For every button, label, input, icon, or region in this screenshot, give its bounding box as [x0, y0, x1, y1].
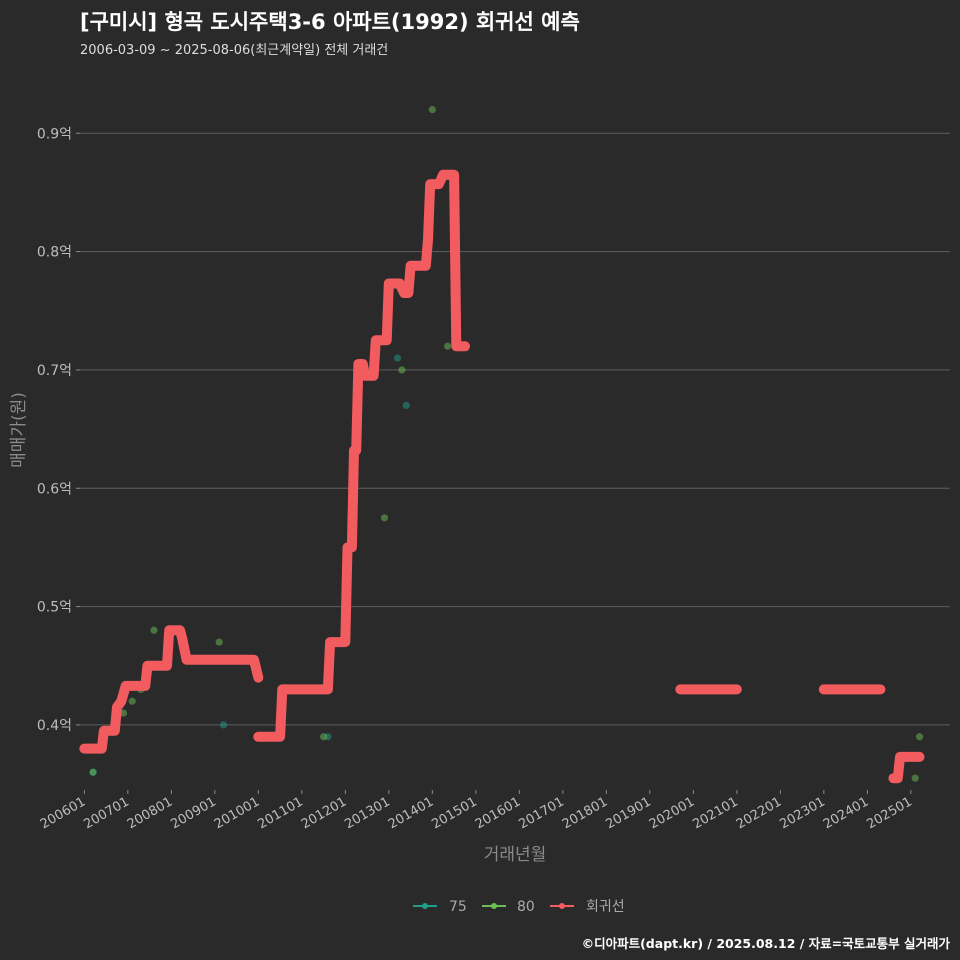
data-point-80 [320, 733, 328, 741]
regression-segment [888, 751, 925, 784]
data-point-80 [443, 342, 452, 350]
x-tick-label: 202301 [777, 794, 827, 832]
data-point-80 [380, 514, 389, 522]
y-axis-title: 매매가(원) [9, 392, 29, 468]
x-tick-label: 202101 [690, 794, 740, 832]
data-point-80 [428, 105, 436, 114]
data-point-80 [911, 774, 919, 782]
chart-subtitle: 2006-03-09 ~ 2025-08-06(최근계약일) 전체 거래건 [80, 43, 388, 58]
x-tick-label: 200801 [125, 794, 175, 832]
legend-label: 회귀선 [586, 899, 625, 915]
x-tick-label: 201201 [299, 794, 349, 832]
x-tick-label: 200601 [38, 794, 88, 832]
legend: 75 80 회귀선 [413, 899, 625, 915]
regression-segment [253, 169, 470, 742]
x-tick-label: 200901 [168, 794, 218, 832]
x-tick-label: 201101 [255, 794, 305, 832]
data-point-75 [219, 721, 228, 729]
x-tick-label: 201801 [560, 794, 610, 832]
data-point-80 [89, 768, 97, 776]
y-tick-label: 0.7억 [37, 363, 72, 379]
data-point-80 [215, 638, 223, 646]
x-tick-label: 201401 [386, 794, 436, 832]
data-point-80 [119, 709, 128, 717]
y-tick-label: 0.5억 [37, 600, 72, 616]
legend-key-marker [422, 903, 428, 909]
data-point-80 [150, 626, 158, 634]
x-tick-label: 200701 [81, 794, 131, 832]
legend-key-marker [559, 903, 565, 909]
y-axis-ticks: 0.4억 0.5억 0.6억 0.7억 0.8억 0.9억 [37, 126, 80, 734]
x-tick-label: 201001 [212, 794, 262, 832]
x-tick-label: 202201 [734, 794, 784, 832]
legend-label: 80 [517, 899, 535, 915]
x-tick-label: 202501 [864, 794, 914, 832]
y-tick-label: 0.8억 [37, 245, 72, 261]
source-caption: ©디아파트(dapt.kr) / 2025.08.12 / 자료=국토교통부 실… [582, 936, 951, 951]
x-axis-ticks: 2006012007012008012009012010012011012012… [38, 790, 915, 832]
x-tick-label: 202001 [647, 794, 697, 832]
x-tick-label: 202401 [821, 794, 871, 832]
x-axis-title: 거래년월 [484, 845, 547, 865]
y-tick-label: 0.6억 [37, 481, 72, 497]
y-tick-label: 0.9억 [37, 126, 72, 142]
data-point-75 [402, 401, 410, 410]
legend-key-marker [491, 903, 497, 909]
legend-label: 75 [449, 899, 467, 915]
regression-segment [79, 625, 264, 754]
x-tick-label: 201901 [603, 794, 653, 832]
data-point-75 [393, 354, 402, 362]
y-gridlines [80, 132, 950, 726]
x-tick-label: 201301 [342, 794, 392, 832]
x-tick-label: 201601 [473, 794, 523, 832]
data-point-80 [915, 733, 924, 741]
x-tick-label: 201501 [429, 794, 479, 832]
scatter-points [89, 105, 924, 782]
y-tick-label: 0.4억 [37, 718, 72, 734]
regression-line [79, 169, 925, 784]
x-tick-label: 201701 [516, 794, 566, 832]
chart-title: [구미시] 형곡 도시주택3-6 아파트(1992) 회귀선 예측 [80, 10, 580, 34]
data-point-80 [398, 366, 406, 374]
data-point-80 [128, 697, 136, 705]
